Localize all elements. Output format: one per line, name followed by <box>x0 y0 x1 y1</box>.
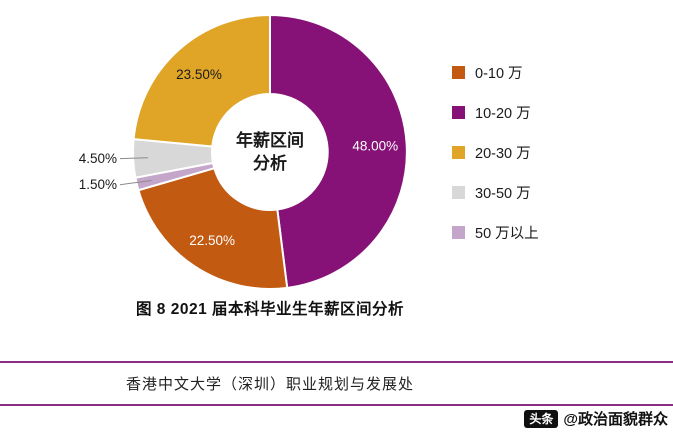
slice-label-outside: 1.50% <box>79 177 117 192</box>
footer-text: 香港中文大学（深圳）职业规划与发展处 <box>125 376 414 393</box>
legend-item: 30-50 万 <box>452 182 539 203</box>
legend-label: 0-10 万 <box>475 66 523 82</box>
legend-item: 50 万以上 <box>452 222 539 243</box>
donut-center-label: 分析 <box>253 153 287 173</box>
legend-swatch-icon <box>452 226 465 239</box>
legend-swatch-icon <box>452 186 465 199</box>
legend-label: 10-20 万 <box>475 106 531 122</box>
chart-legend: 0-10 万 10-20 万 20-30 万 30-50 万 50 万以上 <box>452 62 539 243</box>
slice-label-outside: 4.50% <box>79 151 117 166</box>
slice-label: 48.00% <box>352 138 398 153</box>
legend-item: 20-30 万 <box>452 142 539 163</box>
donut-slice <box>269 13 408 290</box>
watermark: 头条 @政治面貌群众 <box>524 408 668 429</box>
legend-item: 10-20 万 <box>452 102 539 123</box>
donut-slice <box>137 166 289 290</box>
legend-label: 30-50 万 <box>475 186 531 202</box>
toutiao-logo-icon: 头条 <box>524 409 559 428</box>
slice-label: 22.50% <box>189 233 235 248</box>
legend-swatch-icon <box>452 66 465 79</box>
donut-slice <box>132 13 271 148</box>
legend-label: 50 万以上 <box>475 226 539 242</box>
label-leader-line <box>119 180 152 186</box>
label-leader-line <box>119 157 149 160</box>
legend-label: 20-30 万 <box>475 146 531 162</box>
watermark-account: @政治面貌群众 <box>563 411 668 428</box>
legend-swatch-icon <box>452 106 465 119</box>
legend-swatch-icon <box>452 146 465 159</box>
legend-item: 0-10 万 <box>452 62 539 83</box>
chart-caption: 图 8 2021 届本科毕业生年薪区间分析 <box>135 301 405 318</box>
donut-chart: 48.00% 22.50% 1.50% 4.50% 23.50% 年薪区间分析 <box>79 13 408 290</box>
footer-band: 香港中文大学（深圳）职业规划与发展处 <box>0 361 673 406</box>
donut-center-label: 年薪区间 <box>236 130 304 150</box>
slice-label: 23.50% <box>176 67 222 82</box>
